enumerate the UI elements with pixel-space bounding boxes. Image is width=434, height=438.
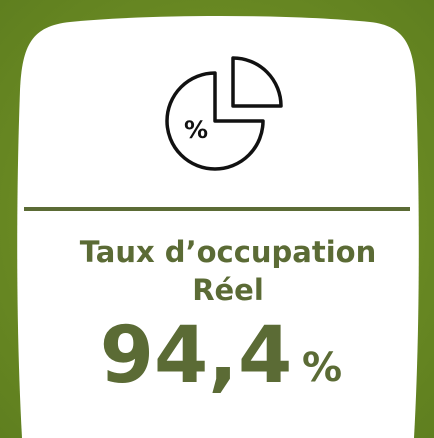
title-line1: Taux d’occupation — [80, 235, 377, 269]
title-line2: Réel — [192, 273, 264, 307]
unit: % — [302, 345, 342, 391]
card — [17, 16, 419, 438]
pie-icon — [165, 56, 283, 171]
value: 94,4 — [100, 311, 292, 401]
icon-symbol: % — [184, 116, 208, 144]
